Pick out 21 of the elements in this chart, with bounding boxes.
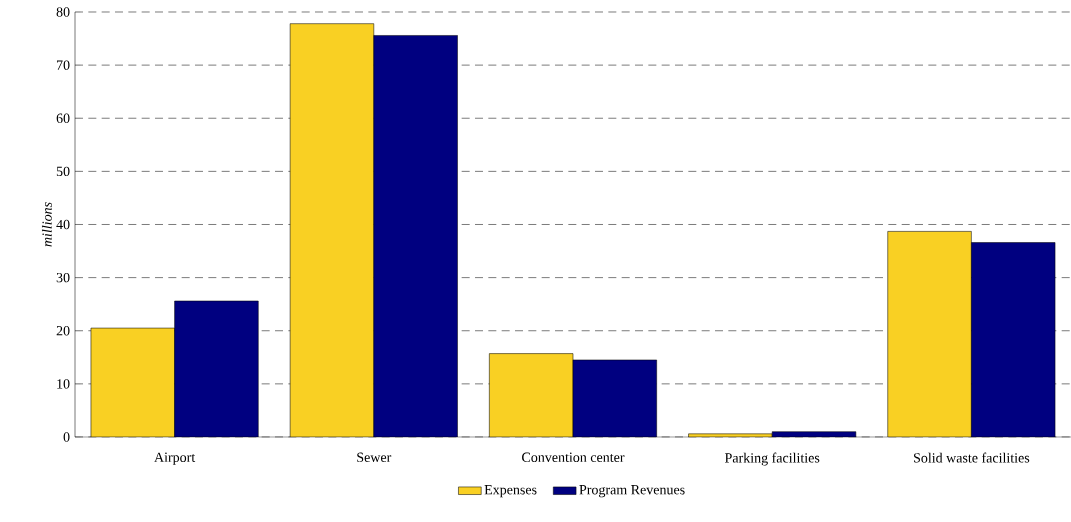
y-tick-label: 80 bbox=[56, 7, 70, 17]
y-tick-label: 20 bbox=[56, 326, 70, 336]
bar bbox=[887, 231, 972, 437]
y-tick-label: 60 bbox=[56, 113, 70, 123]
legend-label: Program Revenues bbox=[579, 485, 685, 498]
y-tick-label: 40 bbox=[56, 219, 70, 230]
x-tick-label: Sewer bbox=[357, 452, 392, 463]
bar bbox=[489, 353, 573, 437]
x-tick-label: Parking facilities bbox=[724, 452, 820, 466]
legend-label: Expenses bbox=[484, 485, 537, 498]
y-tick-label: 0 bbox=[63, 432, 70, 442]
bar bbox=[90, 328, 175, 437]
bar bbox=[290, 23, 374, 437]
y-tick-label: 50 bbox=[56, 166, 70, 177]
y-tick-label: 30 bbox=[56, 272, 70, 283]
x-tick-label: Airport bbox=[154, 452, 196, 465]
y-tick-label: 70 bbox=[56, 60, 70, 70]
y-axis-title: millions bbox=[41, 202, 52, 247]
x-tick-label: Convention center bbox=[522, 452, 625, 463]
x-tick-label: Solid waste facilities bbox=[914, 452, 1030, 463]
y-tick-label: 10 bbox=[57, 379, 70, 389]
